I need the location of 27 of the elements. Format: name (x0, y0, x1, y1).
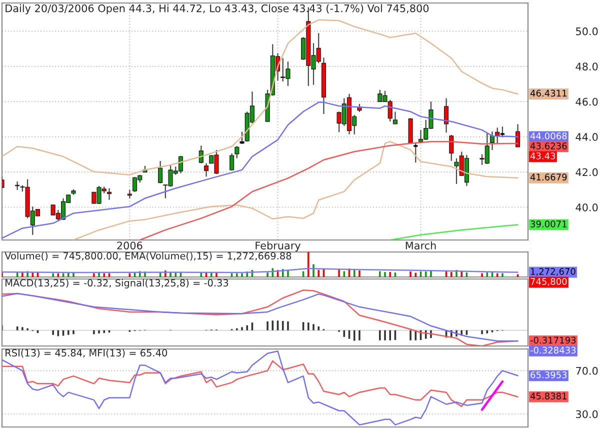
text: -0.317193 (530, 336, 576, 344)
x-tick-label: 2006 (117, 242, 142, 250)
data-label: 39.0071 (530, 220, 566, 228)
data-label: 45.8381 (530, 392, 566, 400)
y-tick-label: 46.0 (576, 98, 598, 106)
text: 745,800 (530, 278, 567, 286)
text: -0.328433 (530, 346, 576, 354)
data-label: 41.6679 (530, 174, 567, 180)
data-label: 44.0068 (530, 132, 567, 140)
chart-title: Volume() = 745,800.00, EMA(Volume(),15) = 1,272,669.88 (4, 252, 292, 261)
text: 43.43 (530, 152, 556, 160)
y-tick-label: 50.0 (576, 27, 598, 36)
chart-title: Daily 20/03/2006 Open 44.3, Hi 44.72, Lo 43.43, Close 43.43 (-1.7%) Vol 745,800 (6, 4, 429, 14)
y-tick-label: 40.0 (576, 203, 598, 212)
y-tick-label: 44.0 (576, 133, 598, 141)
chart-title: MACD(13,25) = -0.32, Signal(13,25,8) = -0.33 (6, 279, 228, 288)
data-label: 65.3953 (530, 371, 567, 378)
y-tick-label: 70.0 (576, 366, 598, 375)
data-label: 43.6236 (530, 142, 567, 150)
data-label: 46.4311 (530, 90, 566, 97)
chart-title: RSI(13) = 45.84, MFI(13) = 65.40 (6, 349, 168, 358)
y-tick-label: 48.0 (576, 62, 598, 70)
text: 1,272,670 (530, 268, 576, 276)
y-tick-label: 42.0 (576, 168, 598, 176)
x-tick-label: February (256, 241, 301, 252)
y-tick-label: 30.0 (576, 410, 598, 418)
x-tick-label: March (406, 241, 436, 250)
